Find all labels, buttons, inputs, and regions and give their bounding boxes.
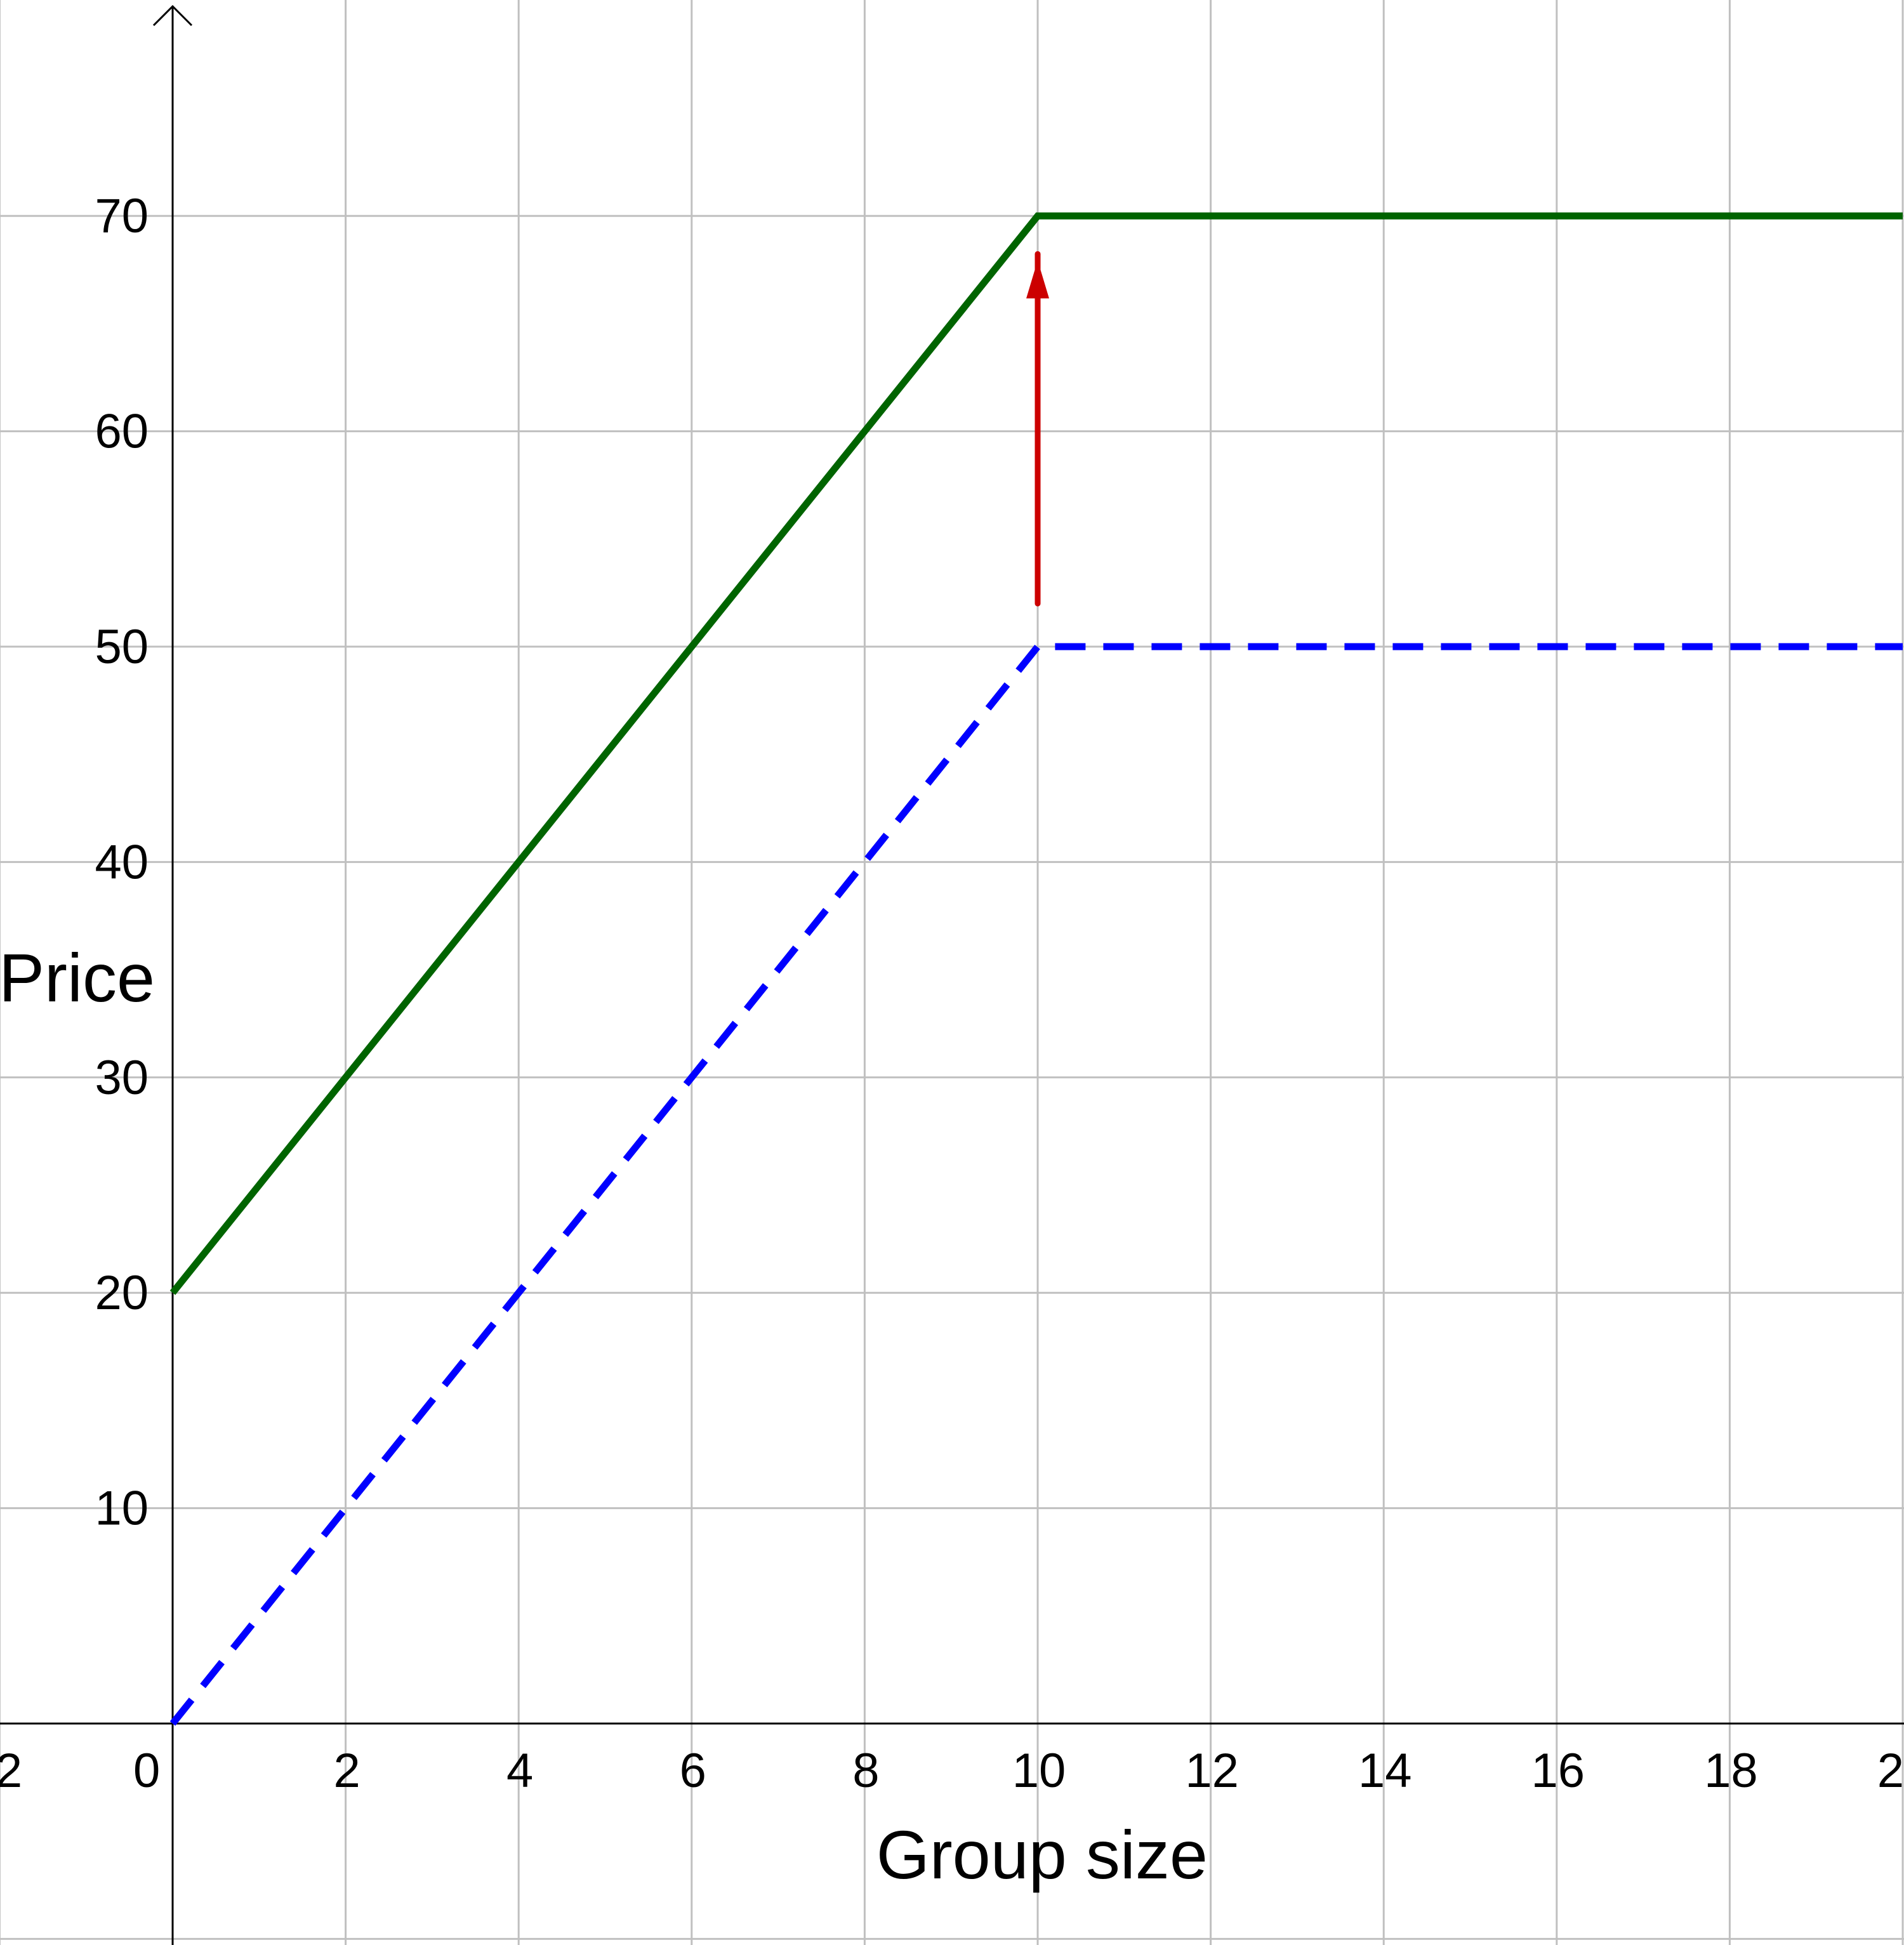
x-tick-label: 0	[133, 1744, 160, 1798]
x-tick-label: 2	[333, 1744, 360, 1798]
x-tick-label: 20	[1877, 1744, 1904, 1798]
y-tick-label: 20	[95, 1266, 149, 1320]
series-line-solid	[169, 212, 1903, 1295]
x-tick-label: 12	[1185, 1744, 1239, 1798]
annotation-layer	[1026, 251, 1049, 607]
y-axis-title: Price	[0, 939, 155, 1016]
axes	[0, 4, 1904, 1945]
x-axis-title: Group size	[876, 1816, 1208, 1893]
x-tick-label: 8	[852, 1744, 879, 1798]
x-tick-label: 18	[1704, 1744, 1758, 1798]
y-tick-label: 60	[95, 405, 149, 459]
y-axis-arrow-icon	[152, 4, 193, 27]
y-tick-label: 30	[95, 1051, 149, 1105]
y-tick-label: 40	[95, 835, 149, 889]
y-tick-label: 50	[95, 620, 149, 674]
x-tick-label: 10	[1012, 1744, 1066, 1798]
x-tick-label: 16	[1531, 1744, 1585, 1798]
x-tick-label: 4	[506, 1744, 533, 1798]
x-tick-label: 14	[1358, 1744, 1412, 1798]
x-tick-label: -2	[0, 1744, 22, 1798]
shift-arrow-head-icon	[1026, 260, 1049, 299]
series-layer	[169, 212, 1903, 1726]
tick-labels: -2 0 2 4 6 8 10 12 14 16 18 20 10 20 30 40 50 60 70	[0, 189, 1904, 1798]
y-tick-label: 10	[95, 1482, 149, 1536]
x-tick-label: 6	[680, 1744, 706, 1798]
y-tick-label: 70	[95, 189, 149, 243]
series-line-dashed	[169, 643, 1903, 1726]
